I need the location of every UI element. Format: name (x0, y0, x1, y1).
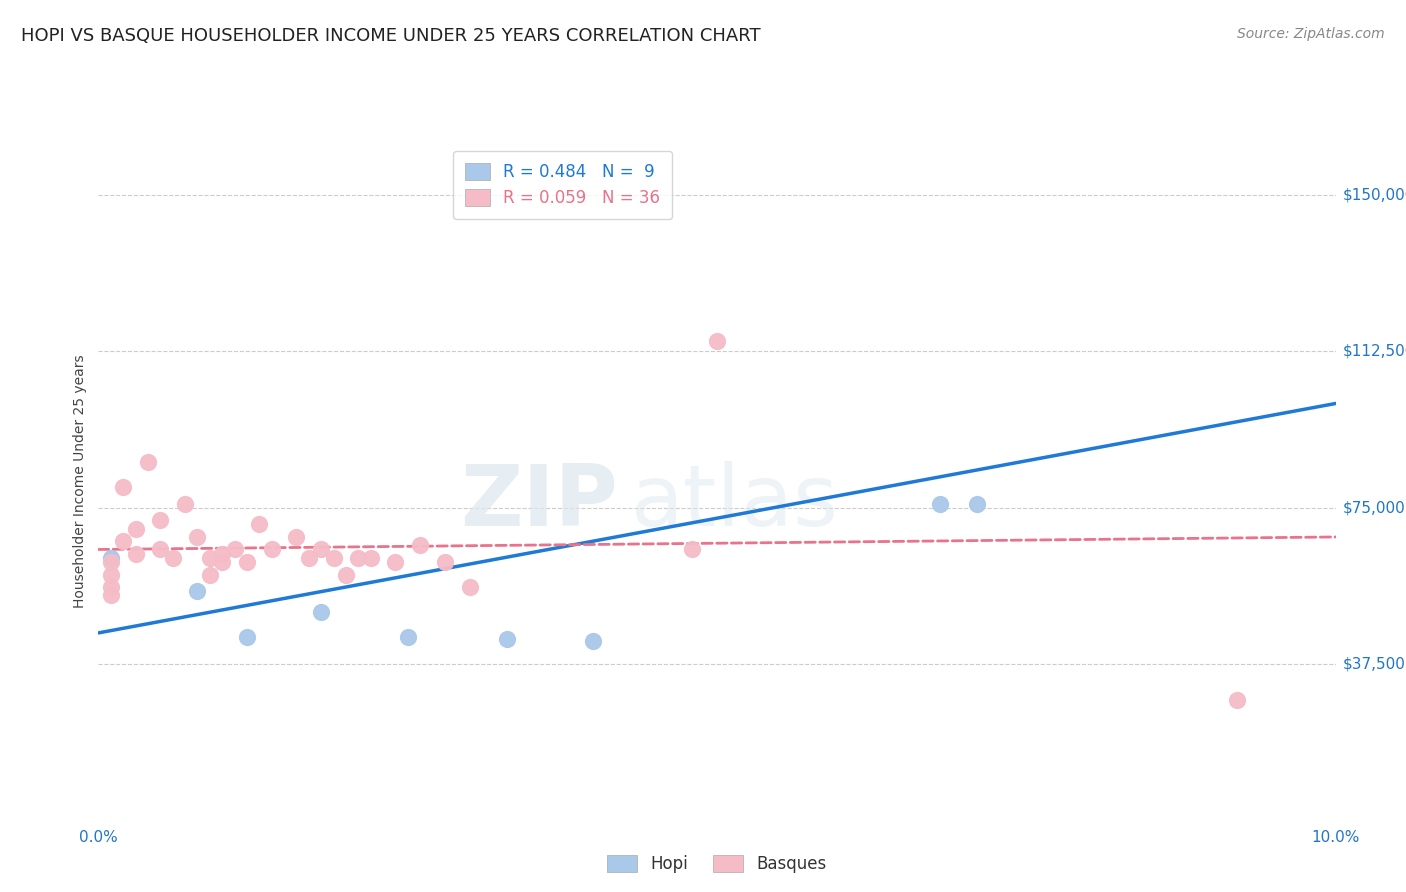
Point (966, 497, 988, 511)
Point (100, 580, 122, 594)
Point (186, 584, 208, 599)
Point (112, 534, 135, 549)
Point (409, 538, 432, 552)
Point (347, 550, 370, 565)
Text: ZIP: ZIP (460, 460, 619, 543)
Y-axis label: Householder Income Under 25 years: Householder Income Under 25 years (73, 355, 87, 608)
Point (100, 555, 122, 569)
Point (458, 580, 481, 594)
Point (247, 517, 270, 532)
Point (335, 567, 357, 582)
Point (322, 550, 344, 565)
Point (396, 630, 419, 644)
Point (198, 567, 221, 582)
Point (124, 547, 146, 561)
Point (136, 455, 159, 469)
Point (681, 542, 703, 557)
Point (433, 555, 456, 569)
Text: atlas: atlas (630, 460, 838, 543)
Text: $37,500: $37,500 (1343, 657, 1406, 672)
Point (236, 630, 259, 644)
Point (928, 497, 950, 511)
Point (1226, 692, 1249, 706)
Text: HOPI VS BASQUE HOUSEHOLDER INCOME UNDER 25 YEARS CORRELATION CHART: HOPI VS BASQUE HOUSEHOLDER INCOME UNDER … (21, 27, 761, 45)
Point (149, 513, 172, 527)
Point (162, 550, 184, 565)
Point (309, 605, 332, 619)
Point (360, 550, 382, 565)
Point (186, 530, 208, 544)
Point (224, 542, 246, 557)
Point (100, 550, 122, 565)
Point (260, 542, 283, 557)
Text: $150,000: $150,000 (1343, 187, 1406, 202)
Point (149, 542, 172, 557)
Point (582, 634, 605, 648)
Point (112, 480, 135, 494)
Point (384, 555, 406, 569)
Point (236, 555, 259, 569)
Point (100, 588, 122, 602)
Legend: Hopi, Basques: Hopi, Basques (600, 848, 834, 880)
Point (285, 530, 308, 544)
Point (124, 522, 146, 536)
Point (298, 550, 321, 565)
Point (211, 555, 233, 569)
Point (211, 547, 233, 561)
Text: $75,000: $75,000 (1343, 500, 1406, 516)
Point (198, 550, 221, 565)
Point (495, 632, 517, 647)
Point (174, 497, 197, 511)
Point (706, 334, 728, 348)
Text: $112,500: $112,500 (1343, 343, 1406, 359)
Point (100, 567, 122, 582)
Point (309, 542, 332, 557)
Text: Source: ZipAtlas.com: Source: ZipAtlas.com (1237, 27, 1385, 41)
